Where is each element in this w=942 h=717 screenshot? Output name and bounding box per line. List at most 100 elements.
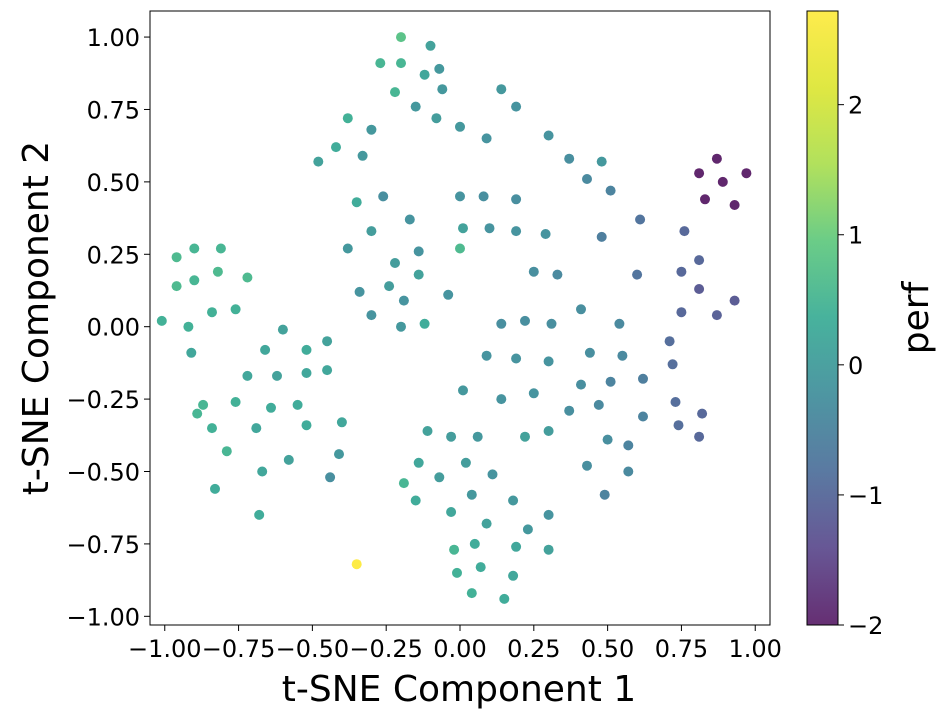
scatter-point [189, 275, 200, 286]
scatter-point [632, 269, 643, 280]
y-axis-ticks: 1.00 0.75 0.50 0.25 0.00 −0.25 −0.50 −0.75 −1.00 [66, 24, 150, 631]
scatter-point [230, 397, 241, 407]
scatter-point [455, 243, 465, 254]
scatter-point [446, 507, 457, 517]
colorbar-tick-label: 0 [848, 352, 863, 380]
scatter-point [694, 431, 705, 442]
scatter-point [272, 370, 282, 381]
scatter-point [729, 200, 740, 210]
scatter-point [192, 408, 203, 419]
scatter-point [354, 286, 365, 297]
scatter-point [543, 544, 554, 555]
colorbar [806, 10, 839, 626]
scatter-point [481, 350, 492, 361]
scatter-point [283, 454, 294, 465]
scatter-point [487, 469, 498, 480]
scatter-point [410, 101, 421, 112]
scatter-point [334, 449, 344, 460]
y-axis-label: t-SNE Component 2 [16, 141, 57, 495]
scatter-point [260, 344, 271, 355]
scatter-point [313, 156, 324, 167]
y-tick-label: 0.75 [87, 96, 140, 124]
scatter-point [582, 460, 592, 471]
scatter-point [156, 315, 167, 326]
scatter-point [431, 113, 442, 124]
scatter-point [378, 191, 389, 202]
scatter-point [434, 63, 445, 74]
y-tick-label: −1.00 [66, 603, 140, 631]
scatter-point [455, 121, 465, 132]
scatter-point [528, 266, 539, 277]
scatter-point [729, 295, 740, 306]
scatter-point [375, 58, 386, 69]
scatter-point [212, 266, 223, 277]
scatter-point [605, 185, 616, 196]
scatter-point [277, 324, 288, 335]
scatter-point [210, 483, 220, 494]
scatter-point [635, 214, 646, 225]
scatter-point [254, 509, 265, 520]
scatter-point [582, 174, 592, 184]
x-tick-label: 0.25 [507, 635, 560, 663]
scatter-point [472, 431, 483, 442]
scatter-point [413, 269, 424, 280]
scatter-point [520, 431, 530, 442]
scatter-point [404, 214, 415, 225]
x-tick-label: 0.50 [581, 635, 634, 663]
scatter-point [496, 394, 507, 405]
scatter-point [419, 69, 430, 80]
scatter-point [266, 402, 276, 413]
scatter-point [452, 567, 462, 578]
scatter-point [366, 124, 377, 135]
scatter-point [390, 87, 400, 98]
scatter-point [469, 538, 480, 549]
scatter-point [171, 281, 182, 292]
scatter-point [664, 336, 675, 347]
scatter-point [711, 310, 722, 321]
scatter-point [511, 541, 522, 552]
x-tick-label: −0.50 [276, 635, 350, 663]
x-tick-label: 0.00 [433, 635, 486, 663]
scatter-point [552, 269, 563, 280]
scatter-point [602, 434, 613, 445]
scatter-point [484, 223, 495, 234]
scatter-point [396, 321, 406, 332]
scatter-point [207, 307, 217, 318]
scatter-point [596, 231, 607, 242]
scatter-point [396, 32, 406, 43]
scatter-point [189, 243, 200, 254]
scatter-point [366, 226, 377, 237]
scatter-point [543, 130, 554, 141]
scatter-point [511, 194, 522, 205]
scatter-point [207, 423, 217, 434]
scatter-point [171, 252, 182, 263]
scatter-point [543, 356, 554, 367]
scatter-point [221, 446, 232, 457]
scatter-point [301, 368, 312, 378]
scatter-point [336, 417, 347, 428]
scatter-point [384, 281, 395, 292]
scatter-point [700, 194, 710, 205]
y-tick-label: 0.00 [87, 314, 140, 342]
scatter-point [357, 150, 368, 161]
scatter-point [215, 243, 226, 254]
scatter-point [325, 472, 336, 483]
scatter-point [458, 385, 468, 396]
colorbar-ticks: 2 1 0 −1 −2 [838, 92, 883, 640]
scatter-point [511, 226, 522, 237]
scatter-point [455, 191, 465, 202]
scatter-point [413, 246, 424, 257]
scatter-point [198, 399, 209, 410]
scatter-point [481, 518, 492, 529]
y-tick-label: −0.25 [66, 386, 140, 414]
scatter-point [694, 284, 705, 294]
scatter-point [301, 344, 312, 355]
scatter-point [623, 440, 634, 451]
scatter-point [443, 289, 454, 300]
scatter-point [673, 420, 684, 431]
scatter-point [694, 255, 705, 266]
scatter-point [449, 544, 460, 555]
scatter-point [528, 388, 539, 399]
scatter-point [342, 243, 353, 254]
